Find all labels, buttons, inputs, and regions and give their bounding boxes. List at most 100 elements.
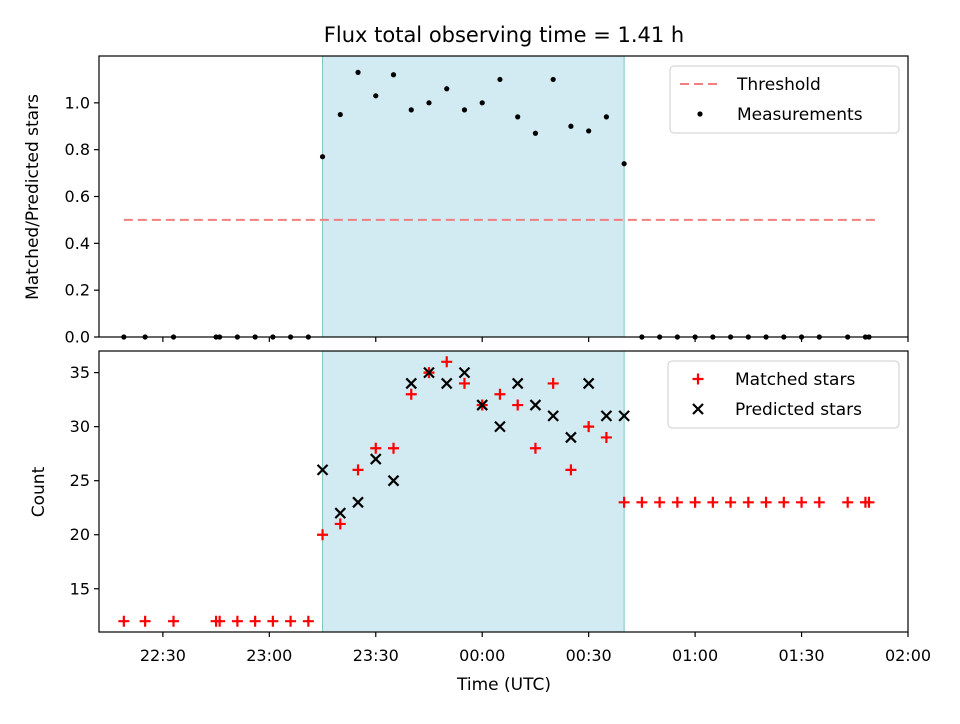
bottom-predicted-stars-point-6	[423, 366, 435, 379]
bottom-matched-stars-point-36	[778, 496, 790, 508]
bottom-matched-stars-point-5	[231, 615, 243, 627]
top-measurements-point-15	[408, 107, 414, 113]
top-y-tick-label-4: 0.8	[65, 140, 90, 159]
top-measurements-point-10	[319, 154, 326, 160]
bottom-matched-stars-point-4	[214, 615, 226, 627]
top-measurements-point-23	[550, 76, 556, 83]
bottom-matched-stars-point-41	[863, 496, 875, 508]
bottom-matched-stars-point-6	[249, 615, 261, 627]
top-measurements-point-22	[532, 130, 539, 136]
bottom-matched-stars-point-13	[370, 442, 382, 454]
bottom-predicted-stars-point-11	[511, 377, 524, 390]
bottom-legend-matched-stars-marker	[692, 373, 704, 385]
bottom-matched-stars-point-17	[441, 356, 453, 368]
bottom-matched-stars-point-32	[707, 496, 719, 508]
top-y-tick-label-2: 0.4	[65, 234, 90, 253]
top-measurements-point-27	[621, 161, 627, 167]
bottom-matched-stars-point-10	[317, 529, 329, 541]
bottom-legend-predicted-stars-marker	[692, 403, 704, 415]
bottom-matched-stars-point-9	[302, 615, 314, 627]
top-measurements-point-11	[337, 111, 343, 118]
top-measurements-point-14	[390, 72, 397, 78]
bottom-predicted-stars-point-15	[582, 377, 595, 390]
top-measurements-point-18	[461, 107, 468, 113]
bottom-matched-stars-point-37	[796, 496, 808, 508]
bottom-legend-matched-stars-label: Matched stars	[735, 370, 855, 390]
bottom-matched-stars-point-39	[842, 496, 854, 508]
bottom-legend-box	[667, 360, 900, 429]
bottom-shaded-interval	[322, 350, 625, 633]
bottom-matched-stars-point-28	[636, 496, 648, 508]
bottom-predicted-stars-point-7	[440, 377, 453, 390]
top-measurements-point-21	[515, 114, 521, 120]
bottom-matched-stars-point-15	[405, 388, 417, 400]
bottom-matched-stars-point-31	[689, 496, 701, 508]
bottom-axes-frame	[98, 350, 909, 633]
top-legend-box	[669, 65, 900, 134]
bottom-predicted-stars-point-9	[476, 399, 488, 411]
bottom-predicted-stars-point-4	[387, 474, 400, 487]
top-measurements-point-26	[603, 114, 609, 120]
bottom-y-tick-label-1: 20	[70, 525, 90, 544]
bottom-legend-predicted-stars-label: Predicted stars	[735, 400, 862, 420]
bottom-x-tick-label-5: 01:00	[672, 646, 718, 665]
bottom-matched-stars-point-38	[813, 496, 825, 508]
bottom-matched-stars-point-33	[725, 496, 737, 508]
top-panel: 0.0 0.2 0.4 0.6 0.8 1.0 Threshold Measurements	[65, 55, 909, 347]
bottom-matched-stars-point-1	[139, 615, 151, 627]
bottom-x-tick-label-0: 22:30	[140, 646, 186, 665]
bottom-predicted-stars-point-8	[458, 366, 471, 379]
bottom-matched-stars-point-0	[118, 615, 130, 627]
bottom-x-tick-label-1: 23:00	[246, 646, 292, 665]
x-axis-label: Time (UTC)	[456, 675, 551, 695]
bottom-x-tick-label-3: 00:00	[459, 646, 505, 665]
top-y-tick-label-1: 0.2	[65, 281, 90, 300]
top-measurements-point-17	[444, 86, 450, 92]
chart-title: Flux total observing time = 1.41 h	[324, 23, 684, 47]
bottom-matched-stars-point-22	[529, 442, 541, 454]
bottom-predicted-stars-point-13	[547, 410, 559, 422]
bottom-y-tick-label-0: 15	[70, 579, 90, 598]
bottom-matched-stars-point-24	[565, 464, 577, 476]
bottom-x-tick-label-4: 00:30	[566, 646, 612, 665]
bottom-predicted-stars-point-14	[565, 431, 577, 444]
bottom-matched-stars-point-25	[583, 421, 595, 433]
bottom-x-tick-label-7: 02:00	[885, 646, 931, 665]
top-y-tick-label-0: 0.0	[65, 328, 90, 347]
top-measurements-point-12	[355, 69, 361, 75]
bottom-matched-stars-point-29	[654, 496, 666, 508]
bottom-y-tick-label-4: 35	[70, 363, 90, 382]
bottom-predicted-stars-point-2	[352, 496, 364, 509]
bottom-x-tick-label-6: 01:30	[778, 646, 824, 665]
top-legend-measurements-marker	[697, 111, 703, 117]
bottom-y-tick-label-3: 30	[70, 417, 90, 436]
bottom-predicted-stars-point-16	[600, 410, 613, 422]
top-y-tick-label-3: 0.6	[65, 187, 90, 206]
bottom-matched-stars-point-8	[285, 615, 297, 627]
bottom-panel: 15 20 25 30 35 22:30 23:00 23:30 00:00 00:30 01:00…	[70, 350, 931, 665]
bottom-predicted-stars-point-12	[529, 399, 542, 411]
bottom-matched-stars-point-2	[168, 615, 180, 627]
top-measurements-point-16	[426, 100, 432, 106]
top-measurements-point-20	[497, 76, 503, 83]
bottom-predicted-stars-point-1	[334, 507, 347, 519]
bottom-matched-stars-point-30	[671, 496, 683, 508]
bottom-matched-stars-point-23	[547, 377, 559, 389]
bottom-predicted-stars-point-5	[405, 377, 418, 390]
bottom-y-tick-label-2: 25	[70, 471, 90, 490]
top-measurements-point-24	[568, 123, 574, 129]
top-y-axis-label: Matched/Predicted stars	[23, 94, 43, 300]
bottom-matched-stars-point-14	[388, 442, 400, 454]
bottom-matched-stars-point-11	[334, 518, 346, 530]
bottom-predicted-stars-point-17	[618, 410, 630, 422]
bottom-matched-stars-point-20	[494, 388, 506, 400]
bottom-matched-stars-point-21	[512, 399, 524, 411]
top-shaded-interval	[322, 55, 625, 338]
bottom-matched-stars-point-7	[267, 615, 279, 627]
bottom-matched-stars-point-27	[618, 496, 630, 508]
bottom-x-tick-label-2: 23:30	[353, 646, 399, 665]
bottom-predicted-stars-point-3	[369, 453, 382, 465]
bottom-matched-stars-point-34	[742, 496, 754, 508]
top-y-tick-label-5: 1.0	[65, 93, 90, 112]
